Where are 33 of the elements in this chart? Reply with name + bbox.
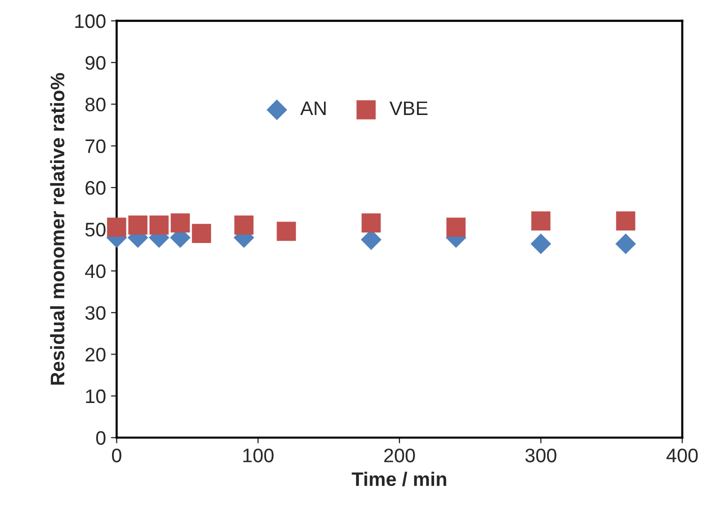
point bbox=[234, 216, 254, 235]
point bbox=[615, 234, 636, 254]
point bbox=[362, 213, 381, 233]
x-tick-label: 0 bbox=[112, 448, 122, 462]
legend-label: VBE bbox=[390, 102, 428, 115]
point bbox=[616, 211, 636, 230]
legend-label: AN bbox=[300, 102, 326, 115]
point bbox=[276, 222, 296, 241]
x-tick-label: 400 bbox=[666, 448, 698, 462]
y-tick-label: 80 bbox=[85, 98, 106, 112]
point bbox=[446, 218, 466, 237]
point bbox=[150, 216, 169, 235]
point bbox=[128, 216, 148, 235]
y-tick-label: 20 bbox=[86, 348, 106, 362]
x-tick-label: 100 bbox=[243, 448, 274, 462]
y-tick-label: 30 bbox=[85, 306, 106, 320]
point bbox=[192, 224, 212, 243]
point bbox=[531, 211, 550, 230]
point bbox=[107, 218, 126, 237]
x-tick-label: 200 bbox=[384, 448, 415, 462]
y-tick-label: 40 bbox=[85, 264, 106, 278]
y-axis-title: Residual monomer relative ratio% bbox=[50, 73, 64, 385]
y-tick-label: 70 bbox=[86, 139, 106, 154]
y-tick-label: 50 bbox=[85, 222, 106, 236]
point bbox=[530, 234, 552, 254]
y-tick-label: 0 bbox=[96, 431, 106, 445]
y-tick-label: 90 bbox=[86, 56, 106, 70]
y-tick-label: 60 bbox=[86, 181, 106, 195]
y-tick-label: 100 bbox=[75, 14, 106, 28]
y-tick-label: 10 bbox=[86, 389, 106, 404]
point bbox=[170, 213, 190, 233]
x-axis-title: Time / min bbox=[352, 472, 446, 486]
x-tick-label: 300 bbox=[525, 448, 556, 462]
